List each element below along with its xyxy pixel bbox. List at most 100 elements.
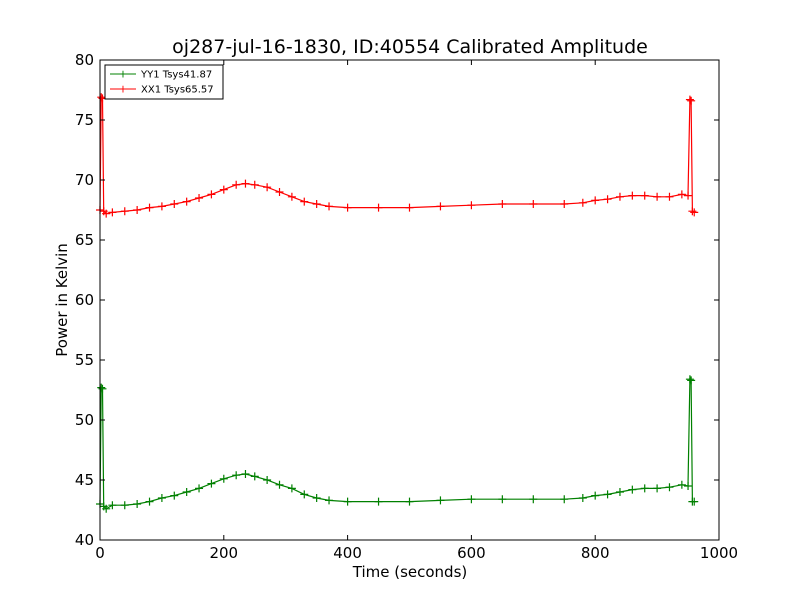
- legend-label-yy1: YY1 Tsys41.87: [140, 70, 212, 81]
- series-0-point: [374, 497, 383, 506]
- series-1-point: [677, 190, 686, 199]
- series-0-point: [182, 488, 191, 496]
- series-0-point: [325, 496, 334, 505]
- y-tick-label: 40: [75, 531, 94, 549]
- series-line-0: [99, 377, 695, 510]
- series-0-point: [241, 470, 250, 478]
- series-0-point: [684, 482, 693, 490]
- series-0-point: [102, 504, 111, 513]
- series-1-point: [529, 200, 538, 208]
- x-tick-label: 800: [581, 544, 610, 562]
- legend: + YY1 Tsys41.87 + XX1 Tsys65.57: [104, 64, 224, 100]
- series-1-point: [145, 203, 154, 212]
- series-1-point: [405, 203, 414, 212]
- series-1-point: [603, 195, 612, 204]
- series-0-point: [640, 484, 649, 493]
- series-1-point: [133, 206, 142, 214]
- series-0-point: [145, 497, 154, 506]
- series-0-point: [232, 471, 241, 480]
- series-0-point: [300, 490, 309, 499]
- series-0-point: [287, 484, 296, 493]
- series-0-point: [687, 376, 696, 385]
- series-1-point: [325, 202, 334, 211]
- series-0-point: [250, 472, 259, 481]
- series-1-point: [578, 198, 587, 207]
- series-0-point: [120, 501, 129, 510]
- chart-title: oj287-jul-16-1830, ID:40554 Calibrated A…: [172, 36, 648, 58]
- series-1-point: [498, 200, 507, 208]
- series-1-point: [232, 180, 241, 189]
- series-1-point: [182, 197, 191, 206]
- x-tick-label: 0: [95, 544, 105, 562]
- x-tick-label: 600: [457, 544, 486, 562]
- axis-ticks: 0 200 400 600 800 1000 40 45 50 55 60 65 70 75 80: [75, 51, 738, 562]
- series-1-point: [263, 183, 272, 192]
- series-1-point: [628, 191, 637, 200]
- x-axis-label: Time (seconds): [352, 563, 468, 581]
- y-tick-label: 65: [75, 231, 94, 249]
- series-0-point: [685, 375, 694, 384]
- series-line-1: [99, 95, 695, 215]
- series-1-point: [684, 191, 693, 200]
- series-0-point: [690, 497, 699, 506]
- series-1-point: [102, 209, 111, 218]
- series-0-point: [436, 496, 445, 505]
- series-0-point: [591, 491, 600, 500]
- legend-box: [104, 64, 224, 100]
- series-1-point: [615, 192, 624, 201]
- series-1-point: [275, 188, 284, 196]
- series-1-point: [157, 202, 166, 211]
- series-1-point: [250, 180, 259, 189]
- x-tick-label: 200: [209, 544, 238, 562]
- series-1-point: [219, 185, 228, 194]
- series-1-point: [436, 202, 445, 211]
- series-1-point: [640, 191, 649, 200]
- y-tick-label: 55: [75, 351, 94, 369]
- series-1-point: [653, 192, 662, 201]
- series-0-point: [677, 480, 686, 489]
- plot-frame: [99, 59, 720, 541]
- series-1-point: [685, 95, 694, 104]
- y-tick-label: 45: [75, 471, 94, 489]
- series-1-point: [687, 96, 696, 105]
- series-1-point: [560, 200, 569, 208]
- series-0-point: [498, 495, 507, 504]
- legend-marker-yy1: +: [118, 68, 127, 81]
- y-tick-label: 70: [75, 171, 94, 189]
- series-0-point: [560, 495, 569, 504]
- plot-area: [96, 93, 699, 513]
- series-1-point: [467, 201, 476, 210]
- y-tick-label: 75: [75, 111, 94, 129]
- series-1-point: [207, 190, 216, 199]
- series-1-point: [108, 208, 117, 217]
- series-1-point: [343, 203, 352, 212]
- series-0-point: [467, 495, 476, 504]
- series-1-point: [665, 192, 674, 201]
- series-1-point: [591, 196, 600, 205]
- legend-label-xx1: XX1 Tsys65.57: [141, 85, 214, 96]
- series-0-point: [615, 488, 624, 496]
- series-0-point: [133, 500, 142, 508]
- series-1-point: [374, 203, 383, 212]
- series-1-point: [287, 192, 296, 201]
- x-tick-label: 400: [333, 544, 362, 562]
- series-0-point: [275, 480, 284, 489]
- series-0-point: [628, 485, 637, 494]
- y-tick-label: 80: [75, 51, 94, 69]
- series-0-point: [97, 383, 106, 392]
- series-0-point: [207, 479, 216, 488]
- series-1-point: [241, 179, 250, 188]
- series-1-point: [195, 194, 204, 202]
- series-0-point: [312, 494, 321, 502]
- series-1-point: [300, 197, 309, 206]
- series-0-point: [653, 484, 662, 493]
- series-0-point: [665, 483, 674, 492]
- series-0-point: [529, 495, 538, 504]
- series-0-point: [405, 497, 414, 506]
- x-tick-label: 1000: [700, 544, 738, 562]
- series-0-point: [170, 491, 179, 500]
- y-tick-label: 60: [75, 291, 94, 309]
- series-1-point: [688, 207, 697, 216]
- series-0-point: [219, 474, 228, 483]
